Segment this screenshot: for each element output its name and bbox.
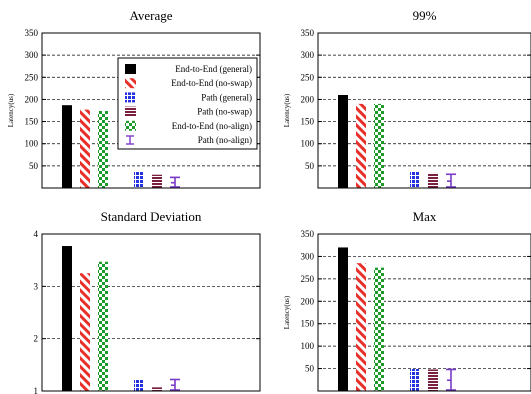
chart-panel-max: Max Latency(us) 50 100 150 200 250 300 350 xyxy=(283,209,531,392)
y-tick-label: 300 xyxy=(25,50,39,60)
bar-end-to-end-no-swap xyxy=(356,263,366,391)
y-tick-label: 50 xyxy=(305,364,315,374)
y-tick-label: 50 xyxy=(29,161,39,171)
bar-path-no-swap xyxy=(428,369,438,391)
y-tick-label: 100 xyxy=(301,341,315,351)
plot-frame xyxy=(317,233,531,392)
legend-swatch-end-to-end-no-align xyxy=(125,120,136,131)
y-tick-label: 350 xyxy=(301,229,315,239)
bar-path-general xyxy=(410,369,420,391)
bar-path-no-swap xyxy=(428,172,438,188)
legend-label-end-to-end-general: End-to-End (general) xyxy=(175,64,252,74)
y-tick-label: 250 xyxy=(25,72,39,82)
y-tick-label: 150 xyxy=(25,117,39,127)
bar-path-no-align xyxy=(170,378,180,391)
legend-box xyxy=(117,57,258,150)
legend: End-to-End (general) End-to-End (no-swap)… xyxy=(117,57,258,150)
plot-frame xyxy=(41,32,261,189)
bar-path-general xyxy=(410,171,420,188)
y-tick-label: 300 xyxy=(301,251,315,261)
chart-panel-standard-deviation: Standard Deviation 1 2 3 4 xyxy=(34,209,261,394)
y-tick-label: 50 xyxy=(305,161,315,171)
y-tick-label: 2 xyxy=(34,334,39,344)
y-tick-label: 250 xyxy=(301,72,315,82)
bar-end-to-end-general xyxy=(62,105,72,188)
legend-swatch-end-to-end-general xyxy=(125,64,136,74)
y-tick-label: 250 xyxy=(301,274,315,284)
y-tick-label: 350 xyxy=(25,28,39,38)
bar-end-to-end-no-swap xyxy=(80,273,90,391)
y-axis-label: Latency(us) xyxy=(283,93,291,127)
y-tick-label: 100 xyxy=(25,139,39,149)
y-tick-label: 100 xyxy=(301,139,315,149)
y-tick-label: 150 xyxy=(301,319,315,329)
bar-end-to-end-general xyxy=(338,95,348,188)
bar-path-general xyxy=(134,171,144,188)
y-axis-label: Latency(us) xyxy=(283,295,291,329)
legend-swatch-path-no-swap xyxy=(125,106,136,117)
y-tick-label: 200 xyxy=(25,94,39,104)
y-tick-label: 350 xyxy=(301,28,315,38)
bar-end-to-end-general xyxy=(338,247,348,391)
bar-end-to-end-no-align xyxy=(98,110,108,188)
chart-title: Average xyxy=(129,8,172,23)
y-tick-label: 300 xyxy=(301,50,315,60)
bar-end-to-end-no-align xyxy=(374,103,384,188)
chart-title: 99% xyxy=(413,8,437,23)
legend-label-path-no-swap: Path (no-swap) xyxy=(197,107,252,117)
legend-label-end-to-end-no-align: End-to-End (no-align) xyxy=(172,121,252,131)
chart-title: Standard Deviation xyxy=(101,209,202,224)
bar-end-to-end-no-swap xyxy=(80,109,90,188)
bar-end-to-end-no-align xyxy=(374,267,384,391)
bar-path-no-align xyxy=(446,368,456,391)
y-tick-label: 4 xyxy=(34,229,39,239)
bar-path-no-swap xyxy=(152,174,162,188)
bar-end-to-end-general xyxy=(62,246,72,391)
y-axis-label: Latency(us) xyxy=(7,93,15,127)
legend-swatch-path-no-align xyxy=(126,135,134,145)
y-tick-label: 150 xyxy=(301,117,315,127)
bar-path-general xyxy=(134,379,144,391)
bar-end-to-end-no-align xyxy=(98,261,108,391)
chart-panel-99: 99% Latency(us) 50 100 150 200 250 300 350 xyxy=(283,8,531,189)
legend-label-path-general: Path (general) xyxy=(201,92,252,102)
bar-path-no-align xyxy=(446,173,456,188)
plot-frame xyxy=(41,233,261,392)
legend-swatch-path-general xyxy=(125,92,136,103)
y-tick-label: 1 xyxy=(34,386,39,394)
y-tick-label: 200 xyxy=(301,94,315,104)
bar-path-no-align xyxy=(170,176,180,188)
legend-swatch-end-to-end-no-swap xyxy=(125,78,136,89)
y-tick-label: 200 xyxy=(301,296,315,306)
chart-title: Max xyxy=(413,209,437,224)
legend-label-end-to-end-no-swap: End-to-End (no-swap) xyxy=(171,78,252,88)
plot-frame xyxy=(317,32,531,189)
chart-panel-average: Average Latency(us) 50 100 150 200 250 300 350 En… xyxy=(7,8,261,189)
bar-end-to-end-no-swap xyxy=(356,103,366,188)
y-tick-label: 3 xyxy=(34,281,39,291)
bar-path-no-swap xyxy=(152,387,162,391)
legend-label-path-no-align: Path (no-align) xyxy=(198,135,252,145)
